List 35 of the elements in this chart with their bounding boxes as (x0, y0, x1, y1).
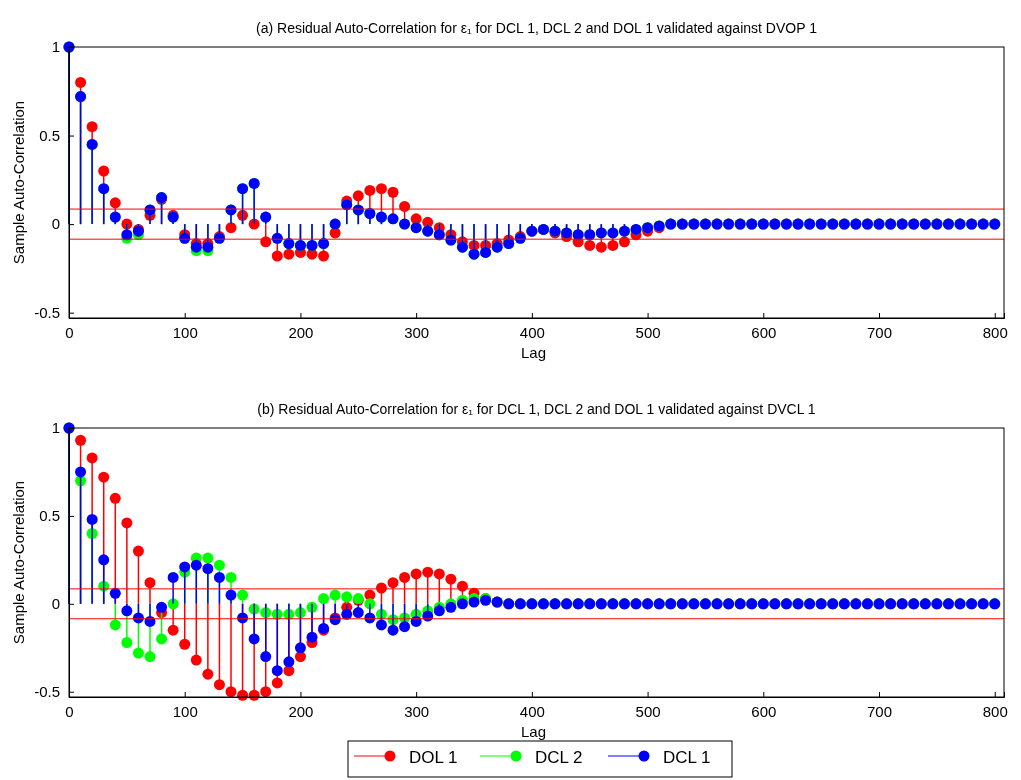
x-tick-label: 300 (404, 702, 430, 720)
x-tick-label: 400 (519, 323, 545, 341)
y-tick-label: -0.5 (34, 303, 60, 321)
x-axis-title: Lag (520, 723, 547, 740)
x-tick-label: 500 (635, 702, 661, 720)
legend-label: DCL 2 (535, 748, 583, 767)
x-tick-label: 800 (982, 702, 1008, 720)
x-tick-label: 200 (288, 702, 314, 720)
y-tick-label: -0.5 (34, 683, 60, 701)
y-tick-label: 0 (51, 595, 60, 613)
y-tick-label: 0 (51, 215, 60, 233)
x-tick-label: 600 (751, 323, 777, 341)
x-tick-label: 300 (404, 323, 430, 341)
legend-label: DCL 1 (663, 748, 711, 767)
x-tick-label: 0 (65, 323, 74, 341)
chart-title: (a) Residual Auto-Correlation for ε₁ for DCL 1, DCL 2 and DOL 1 validated against DVOP 1 (256, 20, 818, 36)
x-tick-label: 600 (751, 702, 777, 720)
y-tick-label: 0.5 (39, 507, 60, 525)
x-tick-label: 700 (867, 702, 893, 720)
x-tick-label: 100 (172, 323, 198, 341)
x-tick-label: 0 (65, 702, 74, 720)
x-tick-label: 100 (172, 702, 198, 720)
x-tick-label: 800 (982, 323, 1008, 341)
chart-title: (b) Residual Auto-Correlation for ε₁ for DCL 1, DCL 2 and DOL 1 validated against DVCL 1 (257, 401, 816, 417)
y-tick-label: 1 (51, 419, 60, 437)
x-tick-label: 200 (288, 323, 314, 341)
x-axis-title: Lag (520, 344, 547, 361)
legend-label: DOL 1 (409, 748, 458, 767)
y-axis-title: Sample Auto-Correlation (10, 100, 27, 265)
x-tick-label: 500 (635, 323, 661, 341)
x-tick-label: 700 (867, 323, 893, 341)
y-axis-title: Sample Auto-Correlation (10, 480, 27, 645)
x-tick-label: 400 (519, 702, 545, 720)
y-tick-label: 1 (51, 38, 60, 56)
y-tick-label: 0.5 (39, 126, 60, 144)
